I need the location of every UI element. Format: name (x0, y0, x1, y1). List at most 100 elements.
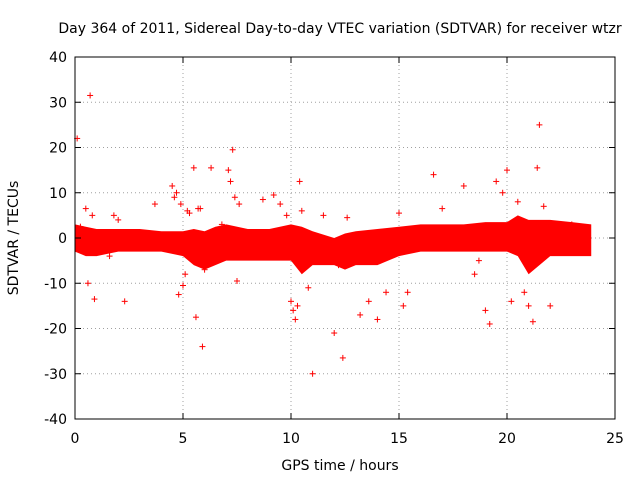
data-point (383, 289, 390, 296)
data-point (400, 302, 407, 309)
data-point (82, 205, 89, 212)
outlier-points (74, 92, 575, 377)
data-point (227, 178, 234, 185)
data-point (77, 223, 84, 230)
data-point (568, 221, 575, 228)
data-point (208, 164, 215, 171)
y-tick-label: 10 (49, 186, 67, 202)
y-axis-ticks: -40 -30 -20 -10 0 10 20 30 40 (44, 50, 615, 428)
data-point (89, 212, 96, 219)
data-point (115, 216, 122, 223)
data-point (229, 146, 236, 153)
data-point (298, 207, 305, 214)
dense-data-band (75, 215, 592, 275)
data-point (259, 196, 266, 203)
data-point (180, 282, 186, 289)
data-point (175, 291, 182, 298)
data-point (296, 178, 303, 185)
data-point (84, 280, 91, 287)
data-point (192, 314, 199, 321)
data-point (270, 192, 277, 199)
data-point (106, 253, 113, 260)
y-tick-label: 0 (58, 231, 67, 247)
data-point (521, 289, 528, 296)
data-point (236, 201, 243, 208)
data-point (534, 164, 541, 171)
x-tick-label: 10 (282, 431, 300, 447)
data-point (558, 221, 564, 228)
x-tick-label: 15 (390, 431, 408, 447)
data-point (529, 318, 536, 325)
data-point (197, 205, 204, 212)
dense-band-area (75, 215, 592, 275)
data-point (91, 296, 98, 303)
data-point (177, 201, 184, 208)
data-point (460, 182, 467, 189)
data-point (292, 316, 299, 323)
data-point (173, 189, 180, 196)
x-tick-label: 25 (606, 431, 624, 447)
data-point (357, 311, 364, 318)
data-point (525, 302, 532, 309)
y-tick-label: 40 (49, 50, 67, 66)
data-point (320, 212, 327, 219)
data-point (288, 298, 294, 305)
data-point (504, 167, 510, 174)
data-point (508, 298, 515, 305)
x-tick-label: 20 (498, 431, 516, 447)
x-axis-label: GPS time / hours (281, 458, 398, 474)
x-tick-label: 0 (71, 431, 80, 447)
data-point (171, 194, 178, 201)
data-point (190, 164, 197, 171)
data-point (290, 307, 297, 314)
data-point (540, 203, 547, 210)
data-point (404, 289, 411, 296)
data-point (499, 189, 506, 196)
data-point (536, 121, 543, 128)
y-tick-label: 30 (49, 95, 67, 111)
data-point (169, 182, 176, 189)
data-point (514, 198, 521, 205)
data-point (87, 92, 94, 99)
data-point (471, 271, 478, 278)
data-point (547, 302, 554, 309)
data-point (182, 271, 189, 278)
y-axis-label: SDTVAR / TECUs (6, 181, 22, 296)
data-point (439, 205, 446, 212)
y-tick-label: -20 (44, 322, 67, 338)
data-point (331, 330, 338, 337)
data-point (305, 284, 312, 291)
data-point (234, 277, 240, 284)
data-point (294, 302, 301, 309)
data-point (482, 307, 489, 314)
chart-title: Day 364 of 2011, Sidereal Day-to-day VTE… (58, 21, 622, 37)
data-point (199, 343, 206, 350)
x-axis-ticks: 0 5 10 15 20 25 (71, 57, 624, 447)
data-point (430, 171, 437, 178)
data-point (493, 178, 500, 185)
y-tick-label: -10 (44, 276, 67, 292)
data-point (201, 266, 208, 273)
data-point (151, 201, 158, 208)
data-point (231, 194, 238, 201)
data-point (374, 316, 381, 323)
data-point (339, 354, 346, 361)
x-tick-label: 5 (179, 431, 188, 447)
data-point (110, 212, 117, 219)
data-point (121, 298, 128, 305)
data-point (486, 320, 493, 327)
data-point (225, 167, 232, 174)
data-point (335, 262, 342, 269)
data-point (417, 225, 424, 232)
data-point (277, 201, 284, 208)
y-tick-label: -30 (44, 367, 67, 383)
data-point (365, 298, 372, 305)
data-point (396, 210, 402, 217)
y-tick-label: 20 (49, 141, 67, 157)
data-point (309, 370, 316, 377)
data-point (218, 221, 225, 228)
y-tick-label: -40 (44, 412, 67, 428)
data-point (283, 212, 290, 219)
data-point (475, 257, 482, 264)
